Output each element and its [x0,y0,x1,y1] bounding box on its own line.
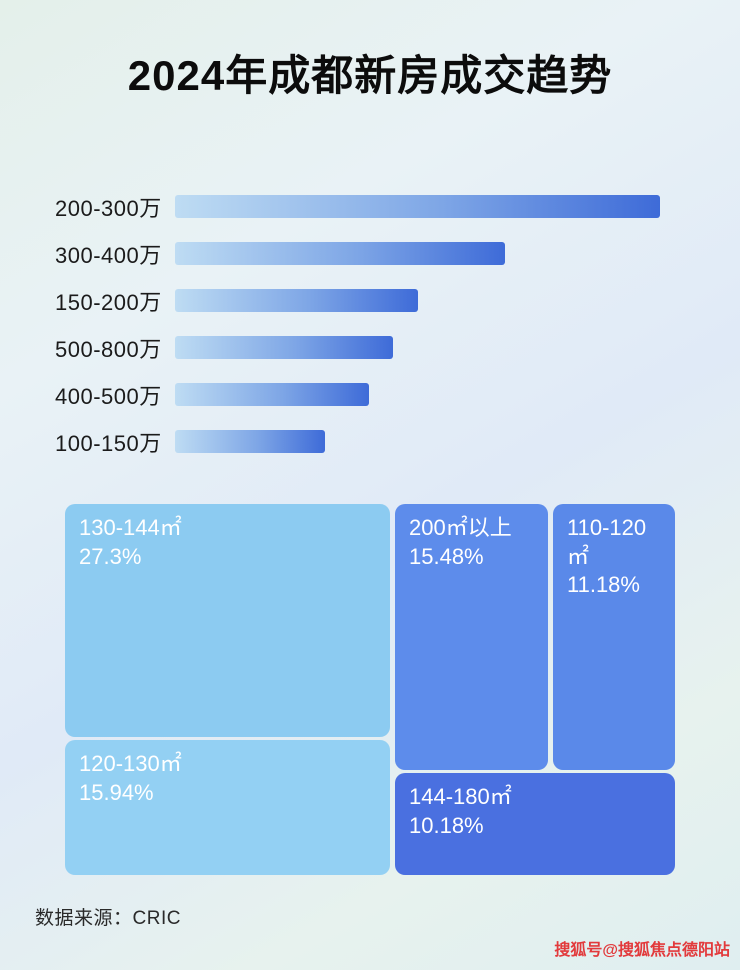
bar-row: 400-500万 [55,371,740,418]
bar [175,383,369,406]
bar-row: 500-800万 [55,324,740,371]
bar-label: 500-800万 [55,336,162,362]
bar-label: 300-400万 [55,242,162,268]
bar-row: 150-200万 [55,277,740,324]
page-title: 2024年成都新房成交趋势 [127,52,613,99]
treemap: 130-144㎡ 27.3% 200㎡以上 15.48% 110-120㎡ 11… [65,504,675,875]
bar [175,195,660,218]
treemap-block-label: 130-144㎡ [79,515,182,540]
bar-row: 200-300万 [55,183,740,230]
treemap-block-value: 27.3% [79,543,142,569]
bar [175,289,418,312]
bar-label: 400-500万 [55,383,162,409]
treemap-block-value: 15.48% [409,543,484,569]
bar-row: 300-400万 [55,230,740,277]
treemap-block-144-180: 144-180㎡ 10.18% [395,773,675,875]
watermark: 搜狐号@搜狐焦点德阳站 [554,942,730,959]
treemap-block-110-120: 110-120㎡ 11.18% [553,504,675,770]
treemap-block-value: 10.18% [409,812,484,838]
bar-label: 200-300万 [55,195,162,221]
treemap-block-120-130: 120-130㎡ 15.94% [65,740,390,875]
data-source: 数据来源：CRIC [35,908,181,929]
treemap-block-value: 15.94% [79,779,154,805]
treemap-block-value: 11.18% [567,572,640,598]
treemap-block-label: 120-130㎡ [79,751,182,776]
treemap-block-130-144: 130-144㎡ 27.3% [65,504,390,737]
treemap-block-label: 144-180㎡ [409,784,512,809]
treemap-block-label: 200㎡以上 [409,515,512,540]
treemap-block-200-plus: 200㎡以上 15.48% [395,504,548,770]
bar [175,336,394,359]
bar [175,430,326,453]
bar-row: 100-150万 [55,418,740,465]
bar-label: 150-200万 [55,289,162,315]
bar [175,242,505,265]
bar-chart: 200-300万 300-400万 150-200万 500-800万 400-… [0,183,740,465]
treemap-block-label: 110-120㎡ [567,515,647,569]
bar-label: 100-150万 [55,430,162,456]
